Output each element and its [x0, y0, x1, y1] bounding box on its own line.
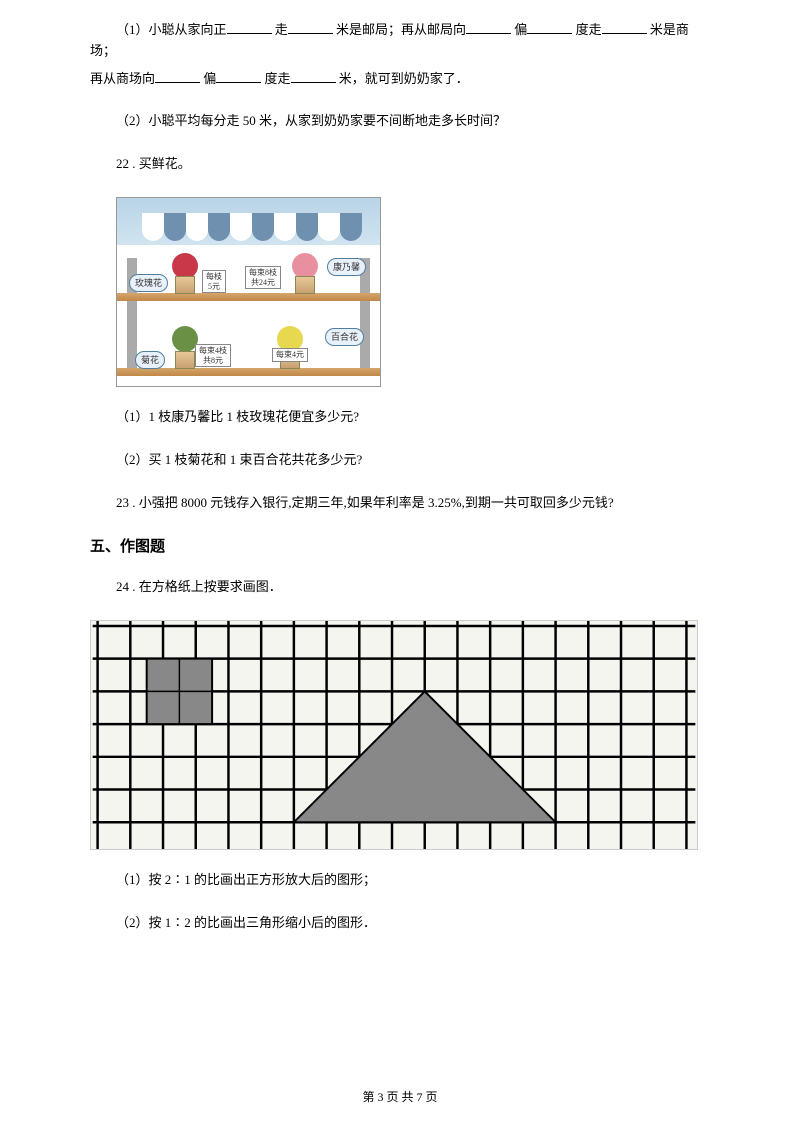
- grid-svg: [91, 621, 697, 849]
- text: （1）小聪从家向正: [116, 22, 227, 37]
- rose-price: 每枝5元: [202, 270, 226, 293]
- section-5-title: 五、作图题: [90, 535, 710, 559]
- question-24-label: 24 . 在方格纸上按要求画图．: [90, 577, 710, 598]
- carnation-price: 每束8枝共24元: [245, 266, 281, 289]
- text: 米是邮局；再从邮局向: [336, 22, 466, 37]
- rose-label: 玫瑰花: [129, 274, 168, 292]
- text: 走: [275, 22, 288, 37]
- grid-drawing-area: [90, 620, 698, 850]
- lily-label: 百合花: [325, 328, 364, 346]
- blank[interactable]: [291, 69, 336, 83]
- question-21-part1: （1）小聪从家向正 走 米是邮局；再从邮局向 偏 度走 米是商场；: [90, 20, 710, 62]
- question-24-part1: （1）按 2∶1 的比画出正方形放大后的图形；: [90, 870, 710, 891]
- carnation-label: 康乃馨: [327, 258, 366, 276]
- blank[interactable]: [227, 20, 272, 34]
- blank[interactable]: [288, 20, 333, 34]
- text: 偏: [203, 71, 216, 86]
- question-23: 23 . 小强把 8000 元钱存入银行,定期三年,如果年利率是 3.25%,到…: [90, 493, 710, 514]
- question-22-part1: （1）1 枝康乃馨比 1 枝玫瑰花便宜多少元?: [90, 407, 710, 428]
- lily-price: 每束4元: [272, 348, 308, 362]
- footer-suffix: 页: [423, 1090, 438, 1104]
- blank[interactable]: [155, 69, 200, 83]
- question-22-label: 22 . 买鲜花。: [90, 154, 710, 175]
- question-24-part2: （2）按 1∶2 的比画出三角形缩小后的图形．: [90, 913, 710, 934]
- page-footer: 第 3 页 共 7 页: [0, 1088, 800, 1107]
- blank[interactable]: [602, 20, 647, 34]
- footer-mid: 页 共: [383, 1090, 416, 1104]
- question-22-part2: （2）买 1 枝菊花和 1 束百合花共花多少元?: [90, 450, 710, 471]
- question-21-part1-cont: 再从商场向 偏 度走 米，就可到奶奶家了．: [90, 69, 710, 90]
- text: 偏: [514, 22, 527, 37]
- text: 度走: [576, 22, 602, 37]
- chrysanthemum-price: 每束4枝共8元: [195, 344, 231, 367]
- footer-prefix: 第: [362, 1090, 377, 1104]
- blank[interactable]: [216, 69, 261, 83]
- blank[interactable]: [466, 20, 511, 34]
- question-21-part2: （2）小聪平均每分走 50 米，从家到奶奶家要不间断地走多长时间？: [90, 111, 710, 132]
- chrysanthemum-label: 菊花: [135, 351, 165, 369]
- text: 再从商场向: [90, 71, 155, 86]
- flower-shop-image: 玫瑰花 康乃馨 菊花 百合花 每枝5元 每束8枝共24元 每束4枝共8元 每束4…: [116, 197, 381, 387]
- blank[interactable]: [527, 20, 572, 34]
- text: 度走: [265, 71, 291, 86]
- text: 米，就可到奶奶家了．: [339, 71, 469, 86]
